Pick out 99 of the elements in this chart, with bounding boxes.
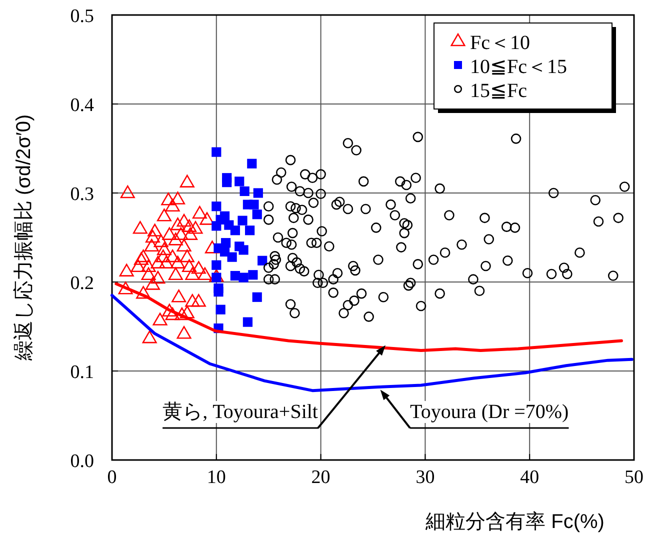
point [180,250,194,262]
point [188,221,203,234]
point [253,188,263,198]
point [234,176,244,186]
point [132,221,148,234]
legend-label: Fc＜10 [470,32,530,54]
y-tick-label: 0.3 [70,184,94,205]
point [156,250,170,262]
point [212,221,222,231]
point [159,256,174,268]
point [182,219,197,232]
point [165,198,180,212]
point [156,242,172,256]
point [170,192,186,204]
point [212,147,222,157]
point [136,250,151,262]
point [141,267,156,280]
point [141,259,156,272]
point [144,238,159,252]
x-axis-title: 細粒分含有率 Fc(%) [424,511,604,533]
point [142,330,157,344]
legend-label: 10≦Fc＜15 [470,56,567,78]
point [248,270,258,280]
point [154,234,168,248]
point [238,216,248,226]
x-tick-label: 0 [107,467,117,488]
point [222,178,232,188]
point [168,232,183,246]
y-tick-label: 0.5 [70,6,94,27]
point [120,185,135,198]
point [245,226,255,236]
point [252,292,262,302]
point [176,326,192,339]
point [156,208,172,222]
x-tick-label: 50 [624,467,644,488]
point [191,294,206,307]
point [214,286,224,297]
point [176,214,192,227]
point [161,192,176,206]
point [249,200,259,210]
point [216,304,226,314]
x-tick-label: 10 [206,467,226,488]
point [145,230,160,243]
point [150,256,166,268]
point [183,227,198,240]
point [198,267,212,280]
point [191,261,206,274]
point [170,217,186,230]
point [152,312,168,326]
y-tick-label: 0.2 [70,273,94,294]
point [148,224,162,236]
legend-label: 15≦Fc [470,80,528,102]
point [185,294,200,307]
point [118,282,133,294]
annotation: 黄ら, Toyoura+Silt [162,401,318,423]
y-tick-label: 0.1 [70,362,94,383]
point [130,259,146,272]
point [200,212,214,225]
point [168,267,183,280]
point [180,306,194,318]
point [258,256,268,266]
point [150,270,166,284]
point [162,304,177,317]
point [119,264,134,276]
point [212,260,222,270]
point [192,206,207,219]
y-tick-label: 0.4 [70,95,94,116]
point [174,307,190,320]
point [180,174,194,188]
point [162,227,177,240]
x-tick-label: 40 [520,467,540,488]
point [145,277,160,290]
point [247,158,257,168]
point [240,186,250,196]
point [242,317,253,327]
point [182,259,197,272]
y-tick-label: 0.0 [70,451,94,472]
x-tick-label: 30 [416,467,435,488]
x-tick-label: 20 [311,467,330,488]
annotation: Toyoura (Dr =70%) [410,401,569,423]
point [238,272,248,282]
point [230,226,240,236]
point [172,290,186,302]
point [227,252,237,262]
point [185,267,200,280]
point [204,240,220,254]
y-axis-title: 繰返し応力振幅比 (σd/2σ′0) [12,114,35,362]
point [165,250,180,262]
point [136,286,151,299]
point [165,307,180,320]
point [134,252,148,265]
point [252,210,262,220]
annotation: Toyoura (Dr =70%) [380,390,570,429]
point [170,256,186,268]
point [212,202,222,212]
point [174,227,188,240]
point [238,245,248,255]
point [176,238,192,252]
annotation: 黄ら, Toyoura+Silt [162,345,386,429]
